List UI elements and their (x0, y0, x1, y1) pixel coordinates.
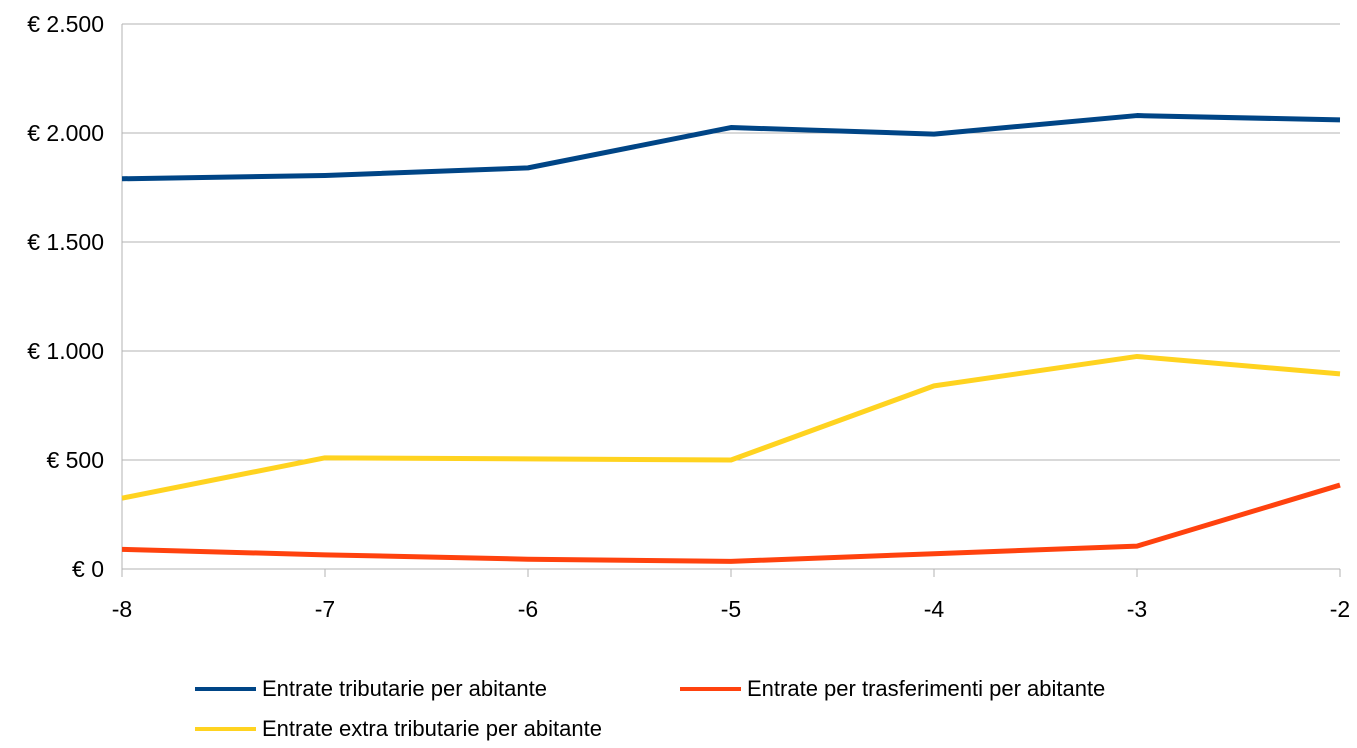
legend-label: Entrate per trasferimenti per abitante (747, 676, 1106, 701)
x-tick-label: -6 (518, 596, 538, 622)
x-tick-label: -8 (112, 596, 132, 622)
series-line-2 (121, 482, 1341, 564)
y-tick-label: € 0 (72, 556, 104, 582)
x-tick-label: -7 (315, 596, 335, 622)
y-tick-label: € 2.500 (27, 11, 104, 37)
legend-item-entrate-tributarie: Entrate tributarie per abitante (195, 676, 547, 702)
legend-item-entrate-extra-tributarie: Entrate extra tributarie per abitante (195, 716, 602, 742)
legend-swatch (680, 687, 741, 691)
tick-labels: € 0 € 500 € 1.000 € 1.500 € 2.000 € 2.500 -8 -7… (27, 11, 1350, 622)
y-tick-label: € 2.000 (27, 120, 104, 146)
x-tick-label: -4 (924, 596, 945, 622)
legend: Entrate tributarie per abitante Entrate … (195, 676, 1235, 746)
series-line-1 (121, 113, 1341, 182)
x-tick-label: -5 (721, 596, 741, 622)
line-chart: € 0 € 500 € 1.000 € 1.500 € 2.000 € 2.500 -8 -7… (27, 11, 1350, 622)
series-lines (121, 113, 1341, 564)
y-tick-label: € 500 (46, 447, 104, 473)
legend-label: Entrate tributarie per abitante (262, 676, 547, 701)
y-tick-label: € 1.000 (27, 338, 104, 364)
series-line-3 (121, 353, 1341, 501)
legend-swatch (195, 727, 256, 731)
legend-label: Entrate extra tributarie per abitante (262, 716, 602, 741)
y-tick-label: € 1.500 (27, 229, 104, 255)
x-tick-label: -2 (1330, 596, 1350, 622)
x-tick-label: -3 (1127, 596, 1147, 622)
grid-lines (122, 23, 1340, 461)
legend-item-entrate-trasferimenti: Entrate per trasferimenti per abitante (680, 676, 1105, 702)
legend-swatch (195, 687, 256, 691)
axes (121, 24, 1341, 577)
